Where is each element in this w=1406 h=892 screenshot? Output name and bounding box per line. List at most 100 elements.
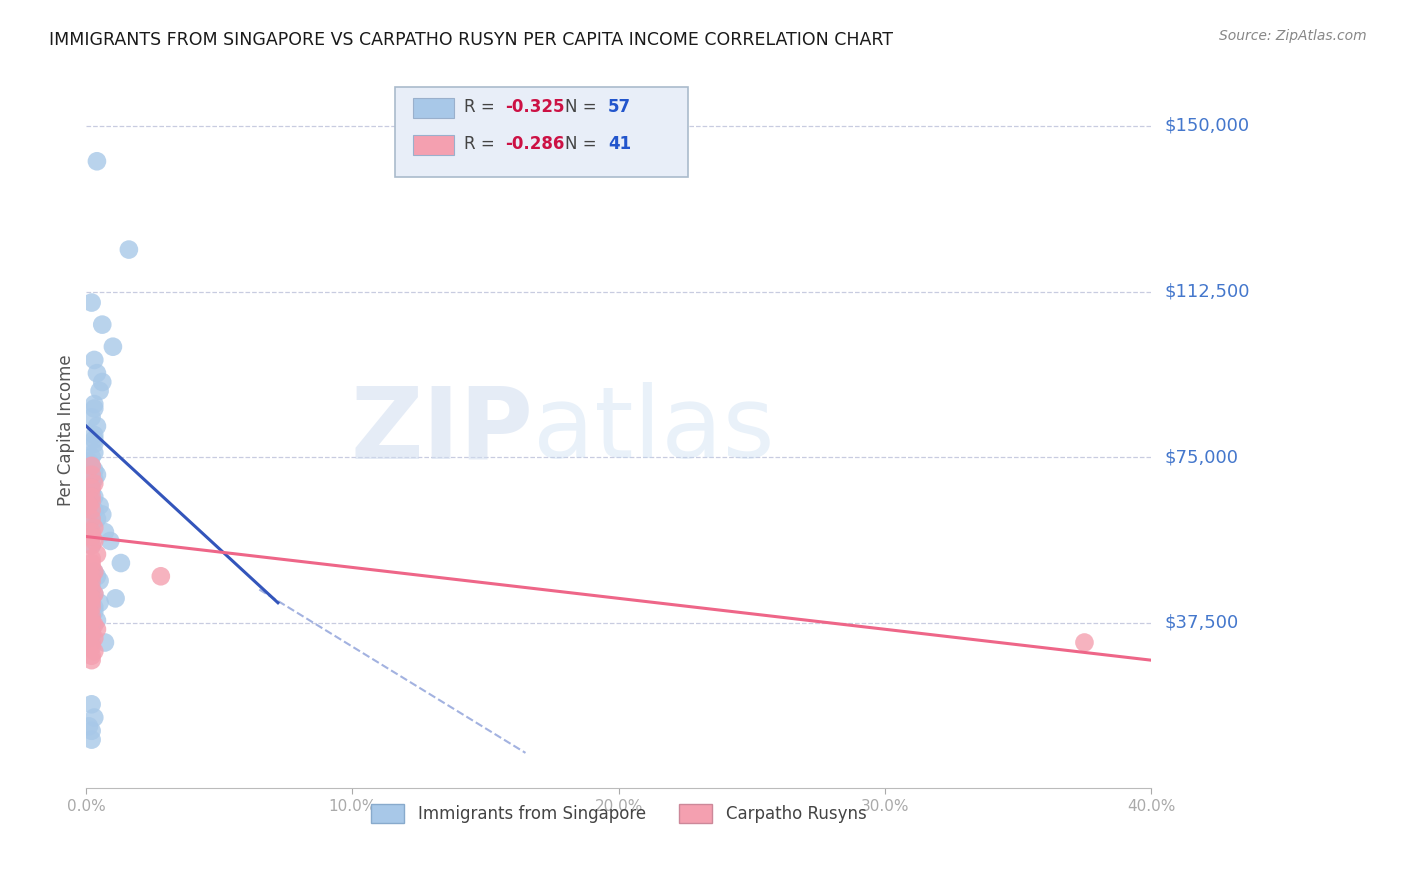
Point [89,596,111,610]
Point [83,353,105,368]
Point [80,732,103,747]
Text: N =: N = [565,97,602,116]
Bar [413,136,454,155]
Point [83,600,105,615]
Point [98,533,121,548]
Point [91,375,114,389]
Point [80,617,103,632]
Text: -0.325: -0.325 [505,97,564,116]
Point [77,499,100,513]
Point [86,547,108,561]
Point [83,587,105,601]
Point [83,437,105,451]
Point [86,467,108,482]
Point [80,458,103,473]
Point [83,631,105,645]
Text: -0.286: -0.286 [505,135,564,153]
Point [91,318,114,332]
Point [94,635,117,649]
Point [77,578,100,592]
Point [80,450,103,464]
Point [80,723,103,738]
Text: Source: ZipAtlas.com: Source: ZipAtlas.com [1219,29,1367,43]
Text: R =: R = [464,97,501,116]
Point [80,578,103,592]
Point [80,614,103,628]
Point [80,560,103,574]
Point [80,467,103,482]
Point [80,591,103,606]
Point [80,494,103,508]
Point [80,556,103,570]
Point [89,384,111,398]
Point [80,698,103,712]
Point [101,340,124,354]
Point [80,635,103,649]
Text: ZIP: ZIP [350,382,533,479]
Point [80,530,103,544]
Point [80,538,103,552]
Point [80,503,103,517]
Point [80,490,103,504]
Point [80,551,103,566]
Point [80,582,103,597]
Point [80,626,103,640]
Point [80,596,103,610]
Point [83,587,105,601]
Point [1073,635,1095,649]
Point [80,609,103,624]
Point [104,591,127,606]
Text: R =: R = [464,135,501,153]
Point [83,433,105,447]
Point [83,463,105,477]
Point [83,605,105,619]
Point [149,569,172,583]
Point [80,512,103,526]
Point [77,631,100,645]
Text: atlas: atlas [533,382,775,479]
Point [80,481,103,495]
Point [80,485,103,500]
Point [80,600,103,615]
Point [83,472,105,486]
Point [83,401,105,416]
Point [80,569,103,583]
Point [80,525,103,540]
Point [83,565,105,579]
Text: 57: 57 [607,97,631,116]
Point [80,410,103,425]
Point [77,605,100,619]
Point [83,521,105,535]
Legend: Immigrants from Singapore, Carpatho Rusyns: Immigrants from Singapore, Carpatho Rusy… [364,797,873,830]
Point [89,574,111,588]
Point [83,428,105,442]
Point [86,366,108,380]
Text: IMMIGRANTS FROM SINGAPORE VS CARPATHO RUSYN PER CAPITA INCOME CORRELATION CHART: IMMIGRANTS FROM SINGAPORE VS CARPATHO RU… [49,31,893,49]
Point [86,614,108,628]
Point [80,476,103,491]
Text: N =: N = [565,135,602,153]
Point [77,481,100,495]
Point [83,490,105,504]
Y-axis label: Per Capita Income: Per Capita Income [58,355,75,507]
Point [80,582,103,597]
Point [80,516,103,531]
Point [118,243,141,257]
Point [86,154,108,169]
Point [94,525,117,540]
Point [86,512,108,526]
Point [83,533,105,548]
Bar [413,98,454,118]
Point [86,622,108,636]
Point [89,499,111,513]
Text: 41: 41 [607,135,631,153]
Text: $112,500: $112,500 [1166,283,1250,301]
Point [86,569,108,583]
Text: $150,000: $150,000 [1166,117,1250,135]
Point [77,454,100,468]
Point [83,445,105,459]
Point [83,565,105,579]
Text: $37,500: $37,500 [1166,614,1239,632]
Point [80,622,103,636]
Point [86,419,108,434]
